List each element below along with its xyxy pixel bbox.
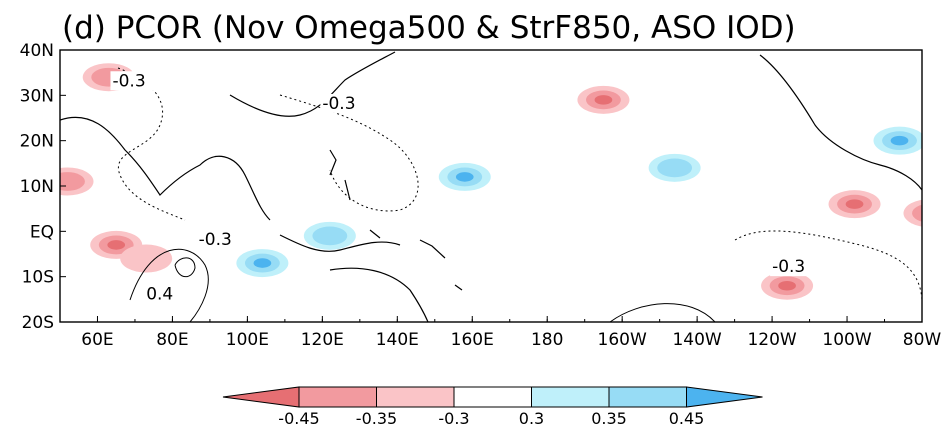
x-tick-label: 60E xyxy=(81,330,113,350)
coastlines xyxy=(60,51,922,322)
contour-label-bg xyxy=(320,93,369,113)
shade-level-3 xyxy=(778,280,796,291)
shaded-region-4 xyxy=(236,249,289,278)
contour-pos-southpac xyxy=(609,303,716,322)
colorbar: -0.45 -0.35 -0.3 0.3 0.35 0.45 xyxy=(222,386,763,428)
shade-level-3 xyxy=(107,240,126,250)
y-tick-label: EQ xyxy=(30,222,54,242)
contour-pos-indian xyxy=(129,248,209,322)
y-tick-label: 40N xyxy=(20,41,54,61)
shaded-region-6 xyxy=(438,162,491,191)
contour-label-bg xyxy=(144,284,182,304)
contour-label: -0.3 xyxy=(322,94,355,114)
y-tick-label: 20S xyxy=(22,313,54,333)
colorbar-segment xyxy=(453,386,532,408)
shaded-region-8 xyxy=(648,153,701,182)
x-tick-label: 160E xyxy=(451,330,494,350)
x-tick-label: 140W xyxy=(672,330,721,350)
x-tick-label: 80E xyxy=(156,330,188,350)
x-tick-label: 100W xyxy=(822,330,871,350)
contour-label-bg xyxy=(196,229,245,249)
shade-level-3 xyxy=(594,95,613,105)
contour-pos-small xyxy=(174,257,196,278)
y-tick-label: 30N xyxy=(20,86,54,106)
contour-label: -0.3 xyxy=(772,257,805,277)
y-axis: 40N 30N 20N 10N EQ 10S 20S xyxy=(20,41,66,333)
contour-label: 0.4 xyxy=(146,284,173,304)
contour-label: -0.3 xyxy=(112,71,145,91)
colorbar-label: 0.35 xyxy=(591,409,627,428)
shade-level-2 xyxy=(912,204,922,222)
shade-level-1 xyxy=(903,199,922,227)
colorbar-label: -0.3 xyxy=(438,409,469,428)
chart-title: (d) PCOR (Nov Omega500 & StrF850, ASO IO… xyxy=(62,10,796,46)
shade-level-3 xyxy=(455,172,474,182)
contour-label-bg xyxy=(110,71,159,91)
shade-level-3 xyxy=(845,199,864,209)
colorbar-segment xyxy=(298,386,377,408)
x-tick-label: 120E xyxy=(301,330,344,350)
colorbar-left-arrow xyxy=(222,386,300,408)
x-tick-label: 160W xyxy=(598,330,647,350)
shaded-region-1 xyxy=(60,167,94,196)
colorbar-segment xyxy=(531,386,610,408)
contour-label: -0.3 xyxy=(199,230,232,250)
colorbar-segment xyxy=(608,386,687,408)
colorbar-label: -0.35 xyxy=(356,409,397,428)
shade-level-2 xyxy=(657,158,693,178)
x-tick-label: 100E xyxy=(226,330,269,350)
contour-label-bg xyxy=(770,257,819,277)
shade-level-2 xyxy=(312,226,348,246)
colorbar-label: -0.45 xyxy=(278,409,319,428)
colorbar-label: 0.45 xyxy=(669,409,705,428)
shade-level-3 xyxy=(253,258,272,268)
x-tick-label: 180 xyxy=(531,330,563,350)
contour-lines xyxy=(117,67,922,322)
y-tick-label: 20N xyxy=(20,132,54,152)
shade-level-3 xyxy=(890,135,909,146)
y-tick-label: 10S xyxy=(22,268,54,288)
shaded-region-10 xyxy=(761,271,814,300)
colorbar-label: 0.3 xyxy=(519,409,544,428)
shaded-region-11 xyxy=(873,126,922,155)
contour-labels: -0.3 -0.3 -0.3 -0.3 0.4 xyxy=(110,71,819,304)
shaded-region-3 xyxy=(120,244,173,273)
y-tick-label: 10N xyxy=(20,177,54,197)
shaded-region-12 xyxy=(903,199,922,227)
x-tick-label: 120W xyxy=(747,330,796,350)
x-tick-label: 80W xyxy=(903,330,942,350)
shaded-region-9 xyxy=(828,190,881,219)
contour-neg-eastpac xyxy=(734,230,922,301)
shaded-regions xyxy=(60,63,922,300)
shade-level-2 xyxy=(60,172,85,191)
shaded-region-7 xyxy=(577,85,630,114)
x-axis: 60E 80E 100E 120E 140E 160E 180 160W 140W 120W 100… xyxy=(59,316,942,350)
shaded-region-5 xyxy=(303,221,356,250)
x-tick-label: 140E xyxy=(376,330,419,350)
shade-level-1 xyxy=(120,244,173,273)
colorbar-segment xyxy=(376,386,455,408)
colorbar-right-arrow xyxy=(686,386,763,408)
